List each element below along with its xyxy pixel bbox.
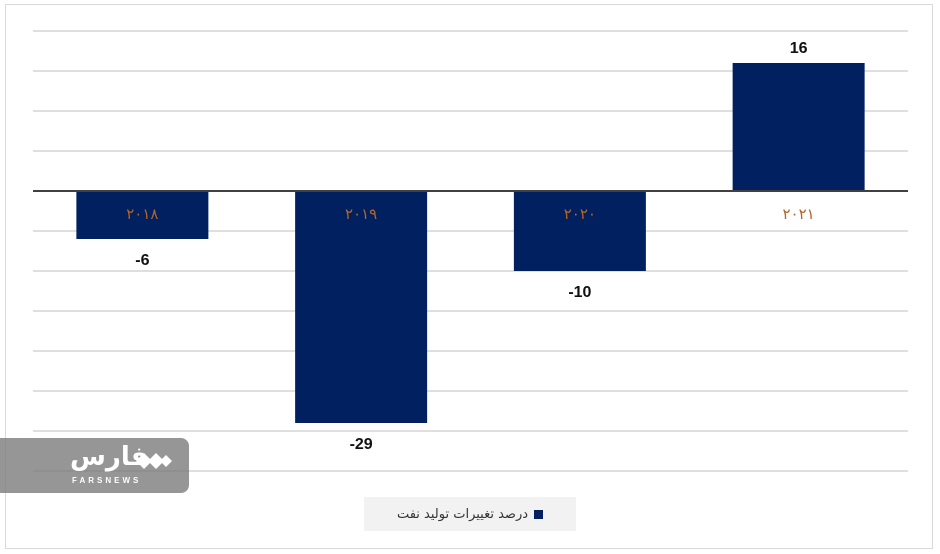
labels: ۲۰۱۸ -6 ۲۰۱۹ -29 ۲۰۲۰ -10 ۲۰۲۱ 16	[126, 40, 815, 453]
bar-2	[513, 191, 646, 271]
bar-3	[732, 63, 865, 191]
bar-1	[295, 191, 428, 423]
category-label: ۲۰۲۰	[564, 205, 596, 223]
legend: درصد تغییرات تولید نفت	[364, 497, 576, 531]
value-label: -10	[568, 284, 591, 301]
watermark: فارس FARSNEWS	[0, 438, 189, 493]
value-label: 16	[790, 40, 808, 57]
category-label: ۲۰۲۱	[783, 205, 815, 223]
bar-0	[76, 191, 209, 239]
watermark-brand-latin: FARSNEWS	[72, 476, 142, 485]
gridlines	[33, 30, 908, 472]
watermark-brand: فارس	[70, 442, 148, 472]
farsnews-logo-icon	[136, 453, 172, 469]
legend-label: درصد تغییرات تولید نفت	[396, 506, 529, 522]
category-label: ۲۰۱۸	[126, 205, 158, 223]
value-label: -29	[350, 436, 373, 453]
category-label: ۲۰۱۹	[345, 205, 377, 223]
value-label: -6	[135, 252, 149, 269]
bars	[76, 63, 865, 423]
legend-swatch	[534, 509, 544, 519]
